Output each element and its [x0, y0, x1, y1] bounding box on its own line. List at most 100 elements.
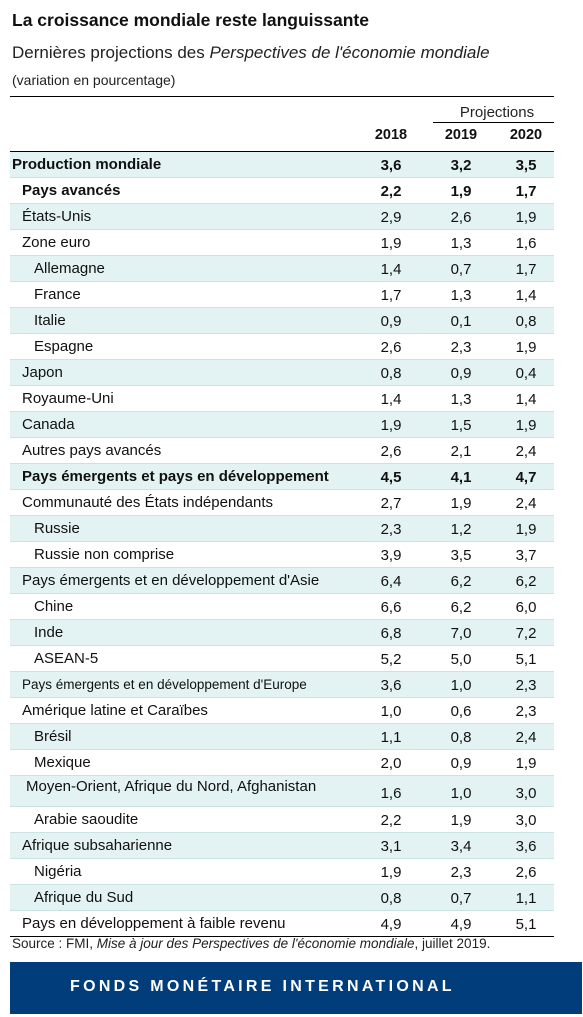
row-label: Espagne: [34, 338, 94, 355]
footer-organization-name: FONDS MONÉTAIRE INTERNATIONAL: [70, 978, 455, 995]
value-2018: 6,6: [380, 599, 402, 616]
value-2018: 2,3: [380, 521, 402, 538]
value-2020: 1,4: [515, 391, 537, 408]
source-note: Source : FMI, Mise à jour des Perspectiv…: [12, 936, 490, 951]
row-label: Inde: [34, 624, 64, 641]
units-note: (variation en pourcentage): [12, 72, 176, 88]
table-row: Pays avancés 2,2 1,9 1,7: [10, 178, 554, 204]
value-2018: 1,9: [380, 417, 402, 434]
table-row: Pays émergents et pays en développement 4…: [10, 464, 554, 490]
value-2018: 0,8: [380, 365, 402, 382]
value-2018: 1,6: [380, 785, 402, 802]
value-2018: 0,9: [380, 313, 402, 330]
value-2019: 3,2: [450, 157, 472, 174]
value-2020: 3,6: [515, 838, 537, 855]
imf-footer-banner: FONDS MONÉTAIRE INTERNATIONAL: [10, 962, 582, 1014]
row-label: Afrique subsaharienne: [22, 837, 173, 854]
value-2020: 5,1: [515, 651, 537, 668]
table-row: Arabie saoudite 2,2 1,9 3,0: [10, 807, 554, 833]
row-label: France: [34, 286, 81, 303]
source-publication: Mise à jour des Perspectives de l'économ…: [96, 936, 415, 951]
row-label: Arabie saoudite: [34, 811, 139, 828]
value-2018: 1,0: [380, 703, 402, 720]
value-2020: 1,9: [515, 521, 537, 538]
value-2020: 2,3: [515, 703, 537, 720]
table-row: Russie 2,3 1,2 1,9: [10, 516, 554, 542]
row-label: États-Unis: [22, 208, 92, 225]
value-2018: 3,6: [380, 677, 402, 694]
value-2018: 3,6: [380, 157, 402, 174]
value-2018: 1,4: [380, 391, 402, 408]
value-2019: 2,3: [450, 864, 472, 881]
value-2018: 2,2: [380, 183, 402, 200]
value-2019: 4,9: [450, 916, 472, 933]
value-2019: 1,2: [450, 521, 472, 538]
row-label: Russie non comprise: [34, 546, 175, 563]
value-2019: 2,3: [450, 339, 472, 356]
value-2020: 3,5: [515, 157, 537, 174]
value-2018: 4,9: [380, 916, 402, 933]
value-2020: 0,4: [515, 365, 537, 382]
value-2019: 0,7: [450, 261, 472, 278]
row-label: Russie: [34, 520, 80, 537]
row-label: Production mondiale: [12, 156, 162, 173]
value-2019: 0,9: [450, 755, 472, 772]
value-2019: 4,1: [450, 469, 472, 486]
value-2019: 2,6: [450, 209, 472, 226]
value-2018: 2,0: [380, 755, 402, 772]
row-label: Italie: [34, 312, 66, 329]
value-2018: 2,6: [380, 339, 402, 356]
value-2019: 1,3: [450, 287, 472, 304]
value-2020: 3,0: [515, 812, 537, 829]
table-row: ASEAN-5 5,2 5,0 5,1: [10, 646, 554, 672]
value-2019: 3,5: [450, 547, 472, 564]
table-subtitle: Dernières projections des Perspectives d…: [12, 43, 490, 63]
row-label: Mexique: [34, 754, 91, 771]
table-row: Royaume-Uni 1,4 1,3 1,4: [10, 386, 554, 412]
value-2020: 4,7: [515, 469, 537, 486]
table-row: Communauté des États indépendants 2,7 1,9 2…: [10, 490, 554, 516]
table-title: La croissance mondiale reste languissant…: [12, 10, 369, 30]
value-2020: 1,7: [515, 261, 537, 278]
value-2018: 4,5: [380, 469, 402, 486]
value-2018: 6,4: [380, 573, 402, 590]
value-2020: 1,6: [515, 235, 537, 252]
value-2020: 1,9: [515, 417, 537, 434]
table-row: Amérique latine et Caraïbes 1,0 0,6 2,3: [10, 698, 554, 724]
table-row: Zone euro 1,9 1,3 1,6: [10, 230, 554, 256]
value-2019: 0,8: [450, 729, 472, 746]
value-2020: 1,1: [515, 890, 537, 907]
year-header-2019: 2019: [444, 127, 478, 143]
value-2018: 1,1: [380, 729, 402, 746]
value-2020: 1,9: [515, 755, 537, 772]
value-2018: 5,2: [380, 651, 402, 668]
header-rule: [10, 96, 554, 97]
value-2020: 3,0: [515, 785, 537, 802]
value-2019: 0,1: [450, 313, 472, 330]
value-2018: 1,9: [380, 864, 402, 881]
row-label: Pays émergents et en développement d'Asi…: [22, 572, 320, 589]
value-2020: 3,7: [515, 547, 537, 564]
table-row: Afrique subsaharienne 3,1 3,4 3,6: [10, 833, 554, 859]
row-label: Canada: [22, 416, 75, 433]
value-2018: 2,6: [380, 443, 402, 460]
table-row: Allemagne 1,4 0,7 1,7: [10, 256, 554, 282]
row-label: Pays émergents et pays en développement: [22, 468, 329, 485]
source-prefix: Source : FMI,: [12, 936, 97, 951]
projections-label: Projections: [459, 104, 535, 121]
value-2020: 2,4: [515, 495, 537, 512]
value-2019: 5,0: [450, 651, 472, 668]
table-row: Autres pays avancés 2,6 2,1 2,4: [10, 438, 554, 464]
row-label: Royaume-Uni: [22, 390, 114, 407]
value-2019: 3,4: [450, 838, 472, 855]
row-label: Japon: [22, 364, 63, 381]
value-2019: 1,9: [450, 812, 472, 829]
row-label: Nigéria: [34, 863, 82, 880]
source-suffix: , juillet 2019.: [414, 936, 491, 951]
value-2020: 2,4: [515, 729, 537, 746]
table-row: Production mondiale 3,6 3,2 3,5: [10, 152, 554, 178]
value-2020: 6,2: [515, 573, 537, 590]
value-2020: 2,3: [515, 677, 537, 694]
row-label: Afrique du Sud: [34, 889, 134, 906]
table-row: Pays émergents et en développement d'Asi…: [10, 568, 554, 594]
